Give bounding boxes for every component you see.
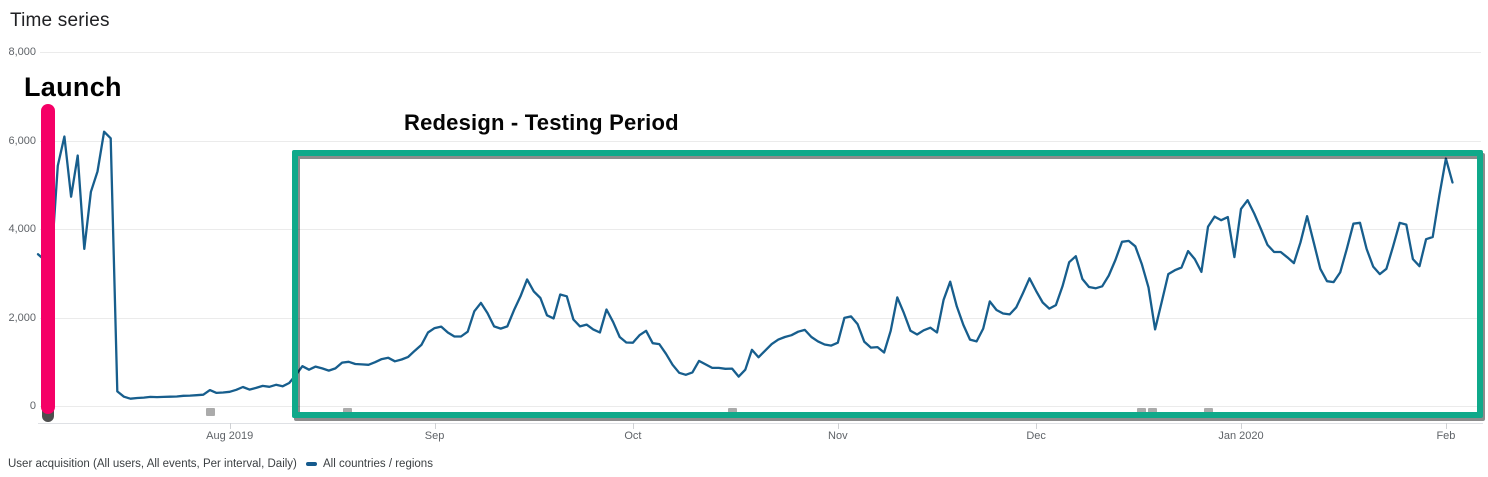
x-tick-mark [434,423,436,429]
y-axis-label: 2,000 [8,311,36,324]
legend-series-label[interactable]: All countries / regions [323,458,433,470]
report-descriptor-label: User acquisition (All users, All events,… [8,458,297,470]
x-axis-line [38,423,1483,424]
y-axis-label: 8,000 [8,46,36,58]
gridline [40,229,1481,230]
x-axis-label: Nov [828,430,848,442]
redesign-annotation-label: Redesign - Testing Period [404,110,679,135]
x-axis-label: Jan 2020 [1218,430,1264,442]
launch-annotation-label: Launch [24,72,122,102]
page-title: Time series [10,10,110,31]
x-tick-mark [837,423,839,429]
x-axis-label: Sep [424,430,445,442]
y-axis-label: 0 [29,400,36,412]
redesign-testing-region-box [292,150,1483,418]
x-axis-label: Aug 2019 [206,430,254,442]
x-axis-label: Oct [624,430,642,442]
x-axis-label: Dec [1026,430,1046,442]
launch-marker-bar [41,104,55,414]
x-tick-mark [1445,423,1447,429]
x-axis-label: Feb [1436,430,1456,442]
series-line [36,130,1454,400]
x-tick-mark [1036,423,1038,429]
gridline [40,140,1481,142]
note-marker[interactable] [206,408,215,416]
x-tick-mark [1241,423,1243,429]
x-tick-mark [229,423,231,429]
gridline [40,52,1481,53]
legend-line-icon [306,462,317,466]
x-tick-mark [632,423,634,429]
gridline [40,406,1481,407]
y-axis-label: 6,000 [8,134,36,147]
gridline [40,317,1481,319]
y-axis-label: 4,000 [8,223,36,235]
